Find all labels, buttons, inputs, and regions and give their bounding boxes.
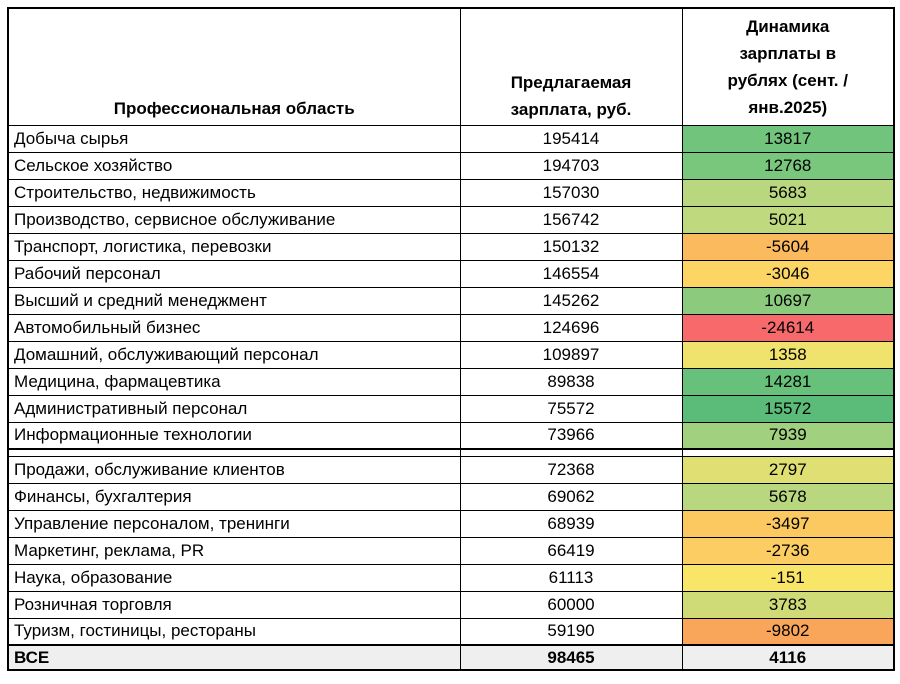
profession-area-cell: Рабочий персонал	[7, 259, 461, 288]
profession-area-cell: Транспорт, логистика, перевозки	[7, 232, 461, 261]
salary-dynamic-cell: 15572	[681, 394, 895, 423]
salary-dynamic-cell: -3497	[681, 509, 895, 538]
salary-dynamic-cell: 5678	[681, 482, 895, 511]
offered-salary-cell: 69062	[459, 482, 683, 511]
profession-area-cell: Информационные технологии	[7, 421, 461, 450]
table-row: Розничная торговля 60000 3783	[7, 590, 895, 619]
total-area-cell: ВСЕ	[7, 644, 461, 671]
header-salary-dynamic: Динамика зарплаты в рублях (сент. / янв.…	[681, 7, 895, 126]
offered-salary-cell: 89838	[459, 367, 683, 396]
section-break-cell	[459, 448, 683, 457]
offered-salary-cell: 150132	[459, 232, 683, 261]
header-offered-salary-line: Предлагаемая	[510, 72, 632, 92]
table-row: Сельское хозяйство 194703 12768	[7, 151, 895, 180]
profession-area-cell: Производство, сервисное обслуживание	[7, 205, 461, 234]
table-row: Производство, сервисное обслуживание 1567…	[7, 205, 895, 234]
header-salary-dynamic-line: зарплаты в	[739, 43, 837, 63]
table-row: Административный персонал 75572 15572	[7, 394, 895, 423]
table-row: Туризм, гостиницы, рестораны 59190 -9802	[7, 617, 895, 646]
table-row: Наука, образование 61113 -151	[7, 563, 895, 592]
header-salary-dynamic-line: янв.2025)	[748, 97, 828, 117]
salary-dynamic-cell: 7939	[681, 421, 895, 450]
offered-salary-cell: 145262	[459, 286, 683, 315]
header-offered-salary-line: зарплата, руб.	[510, 99, 632, 119]
table-row: Домашний, обслуживающий персонал 109897 13…	[7, 340, 895, 369]
header-offered-salary: Предлагаемая зарплата, руб.	[459, 7, 683, 126]
offered-salary-cell: 72368	[459, 455, 683, 484]
table-body: Добыча сырья 195414 13817 Сельское хозяйств…	[7, 124, 895, 646]
profession-area-cell: Автомобильный бизнес	[7, 313, 461, 342]
section-break-cell	[7, 448, 461, 457]
total-dynamic-cell: 4116	[681, 644, 895, 671]
offered-salary-cell: 195414	[459, 124, 683, 153]
profession-area-cell: Туризм, гостиницы, рестораны	[7, 617, 461, 646]
salary-dynamic-cell: 13817	[681, 124, 895, 153]
offered-salary-cell: 156742	[459, 205, 683, 234]
table-row: Медицина, фармацевтика 89838 14281	[7, 367, 895, 396]
profession-area-cell: Добыча сырья	[7, 124, 461, 153]
salary-dynamic-cell: -24614	[681, 313, 895, 342]
offered-salary-cell: 59190	[459, 617, 683, 646]
salary-dynamic-cell: -151	[681, 563, 895, 592]
table-row: Высший и средний менеджмент 145262 10697	[7, 286, 895, 315]
offered-salary-cell: 66419	[459, 536, 683, 565]
profession-area-cell: Административный персонал	[7, 394, 461, 423]
profession-area-cell: Маркетинг, реклама, PR	[7, 536, 461, 565]
salary-table: Профессиональная область Предлагаемая за…	[7, 7, 895, 671]
profession-area-cell: Домашний, обслуживающий персонал	[7, 340, 461, 369]
table-row: Рабочий персонал 146554 -3046	[7, 259, 895, 288]
salary-dynamic-cell: -5604	[681, 232, 895, 261]
table-row: Финансы, бухгалтерия 69062 5678	[7, 482, 895, 511]
offered-salary-cell: 75572	[459, 394, 683, 423]
salary-dynamic-cell: 12768	[681, 151, 895, 180]
table-row: Информационные технологии 73966 7939	[7, 421, 895, 450]
salary-dynamic-cell: 5021	[681, 205, 895, 234]
offered-salary-cell: 157030	[459, 178, 683, 207]
salary-dynamic-cell: 1358	[681, 340, 895, 369]
salary-dynamic-cell: -2736	[681, 536, 895, 565]
table-row: Продажи, обслуживание клиентов 72368 2797	[7, 455, 895, 484]
profession-area-cell: Управление персоналом, тренинги	[7, 509, 461, 538]
salary-dynamic-cell: 5683	[681, 178, 895, 207]
table-row: Автомобильный бизнес 124696 -24614	[7, 313, 895, 342]
offered-salary-cell: 61113	[459, 563, 683, 592]
salary-dynamic-cell: 10697	[681, 286, 895, 315]
offered-salary-cell: 194703	[459, 151, 683, 180]
table-row: Транспорт, логистика, перевозки 150132 -56…	[7, 232, 895, 261]
table-row: Управление персоналом, тренинги 68939 -349…	[7, 509, 895, 538]
total-row: ВСЕ 98465 4116	[7, 644, 895, 671]
profession-area-cell: Сельское хозяйство	[7, 151, 461, 180]
profession-area-cell: Финансы, бухгалтерия	[7, 482, 461, 511]
header-salary-dynamic-line: рублях (сент. /	[727, 70, 848, 90]
profession-area-cell: Строительство, недвижимость	[7, 178, 461, 207]
offered-salary-cell: 124696	[459, 313, 683, 342]
salary-dynamic-cell: 3783	[681, 590, 895, 619]
salary-dynamic-cell: 14281	[681, 367, 895, 396]
salary-dynamic-cell: 2797	[681, 455, 895, 484]
section-break-row	[7, 448, 895, 457]
header-profession-area: Профессиональная область	[7, 7, 461, 126]
section-break-cell	[681, 448, 895, 457]
profession-area-cell: Наука, образование	[7, 563, 461, 592]
table-row: Строительство, недвижимость 157030 5683	[7, 178, 895, 207]
header-row: Профессиональная область Предлагаемая за…	[7, 7, 895, 126]
offered-salary-cell: 109897	[459, 340, 683, 369]
offered-salary-cell: 73966	[459, 421, 683, 450]
header-profession-area-label: Профессиональная область	[113, 98, 355, 118]
salary-dynamic-cell: -9802	[681, 617, 895, 646]
header-salary-dynamic-line: Динамика	[746, 16, 830, 36]
table-row: Маркетинг, реклама, PR 66419 -2736	[7, 536, 895, 565]
offered-salary-cell: 68939	[459, 509, 683, 538]
profession-area-cell: Розничная торговля	[7, 590, 461, 619]
table-row: Добыча сырья 195414 13817	[7, 124, 895, 153]
offered-salary-cell: 60000	[459, 590, 683, 619]
salary-dynamic-cell: -3046	[681, 259, 895, 288]
profession-area-cell: Высший и средний менеджмент	[7, 286, 461, 315]
offered-salary-cell: 146554	[459, 259, 683, 288]
profession-area-cell: Продажи, обслуживание клиентов	[7, 455, 461, 484]
profession-area-cell: Медицина, фармацевтика	[7, 367, 461, 396]
total-salary-cell: 98465	[459, 644, 683, 671]
